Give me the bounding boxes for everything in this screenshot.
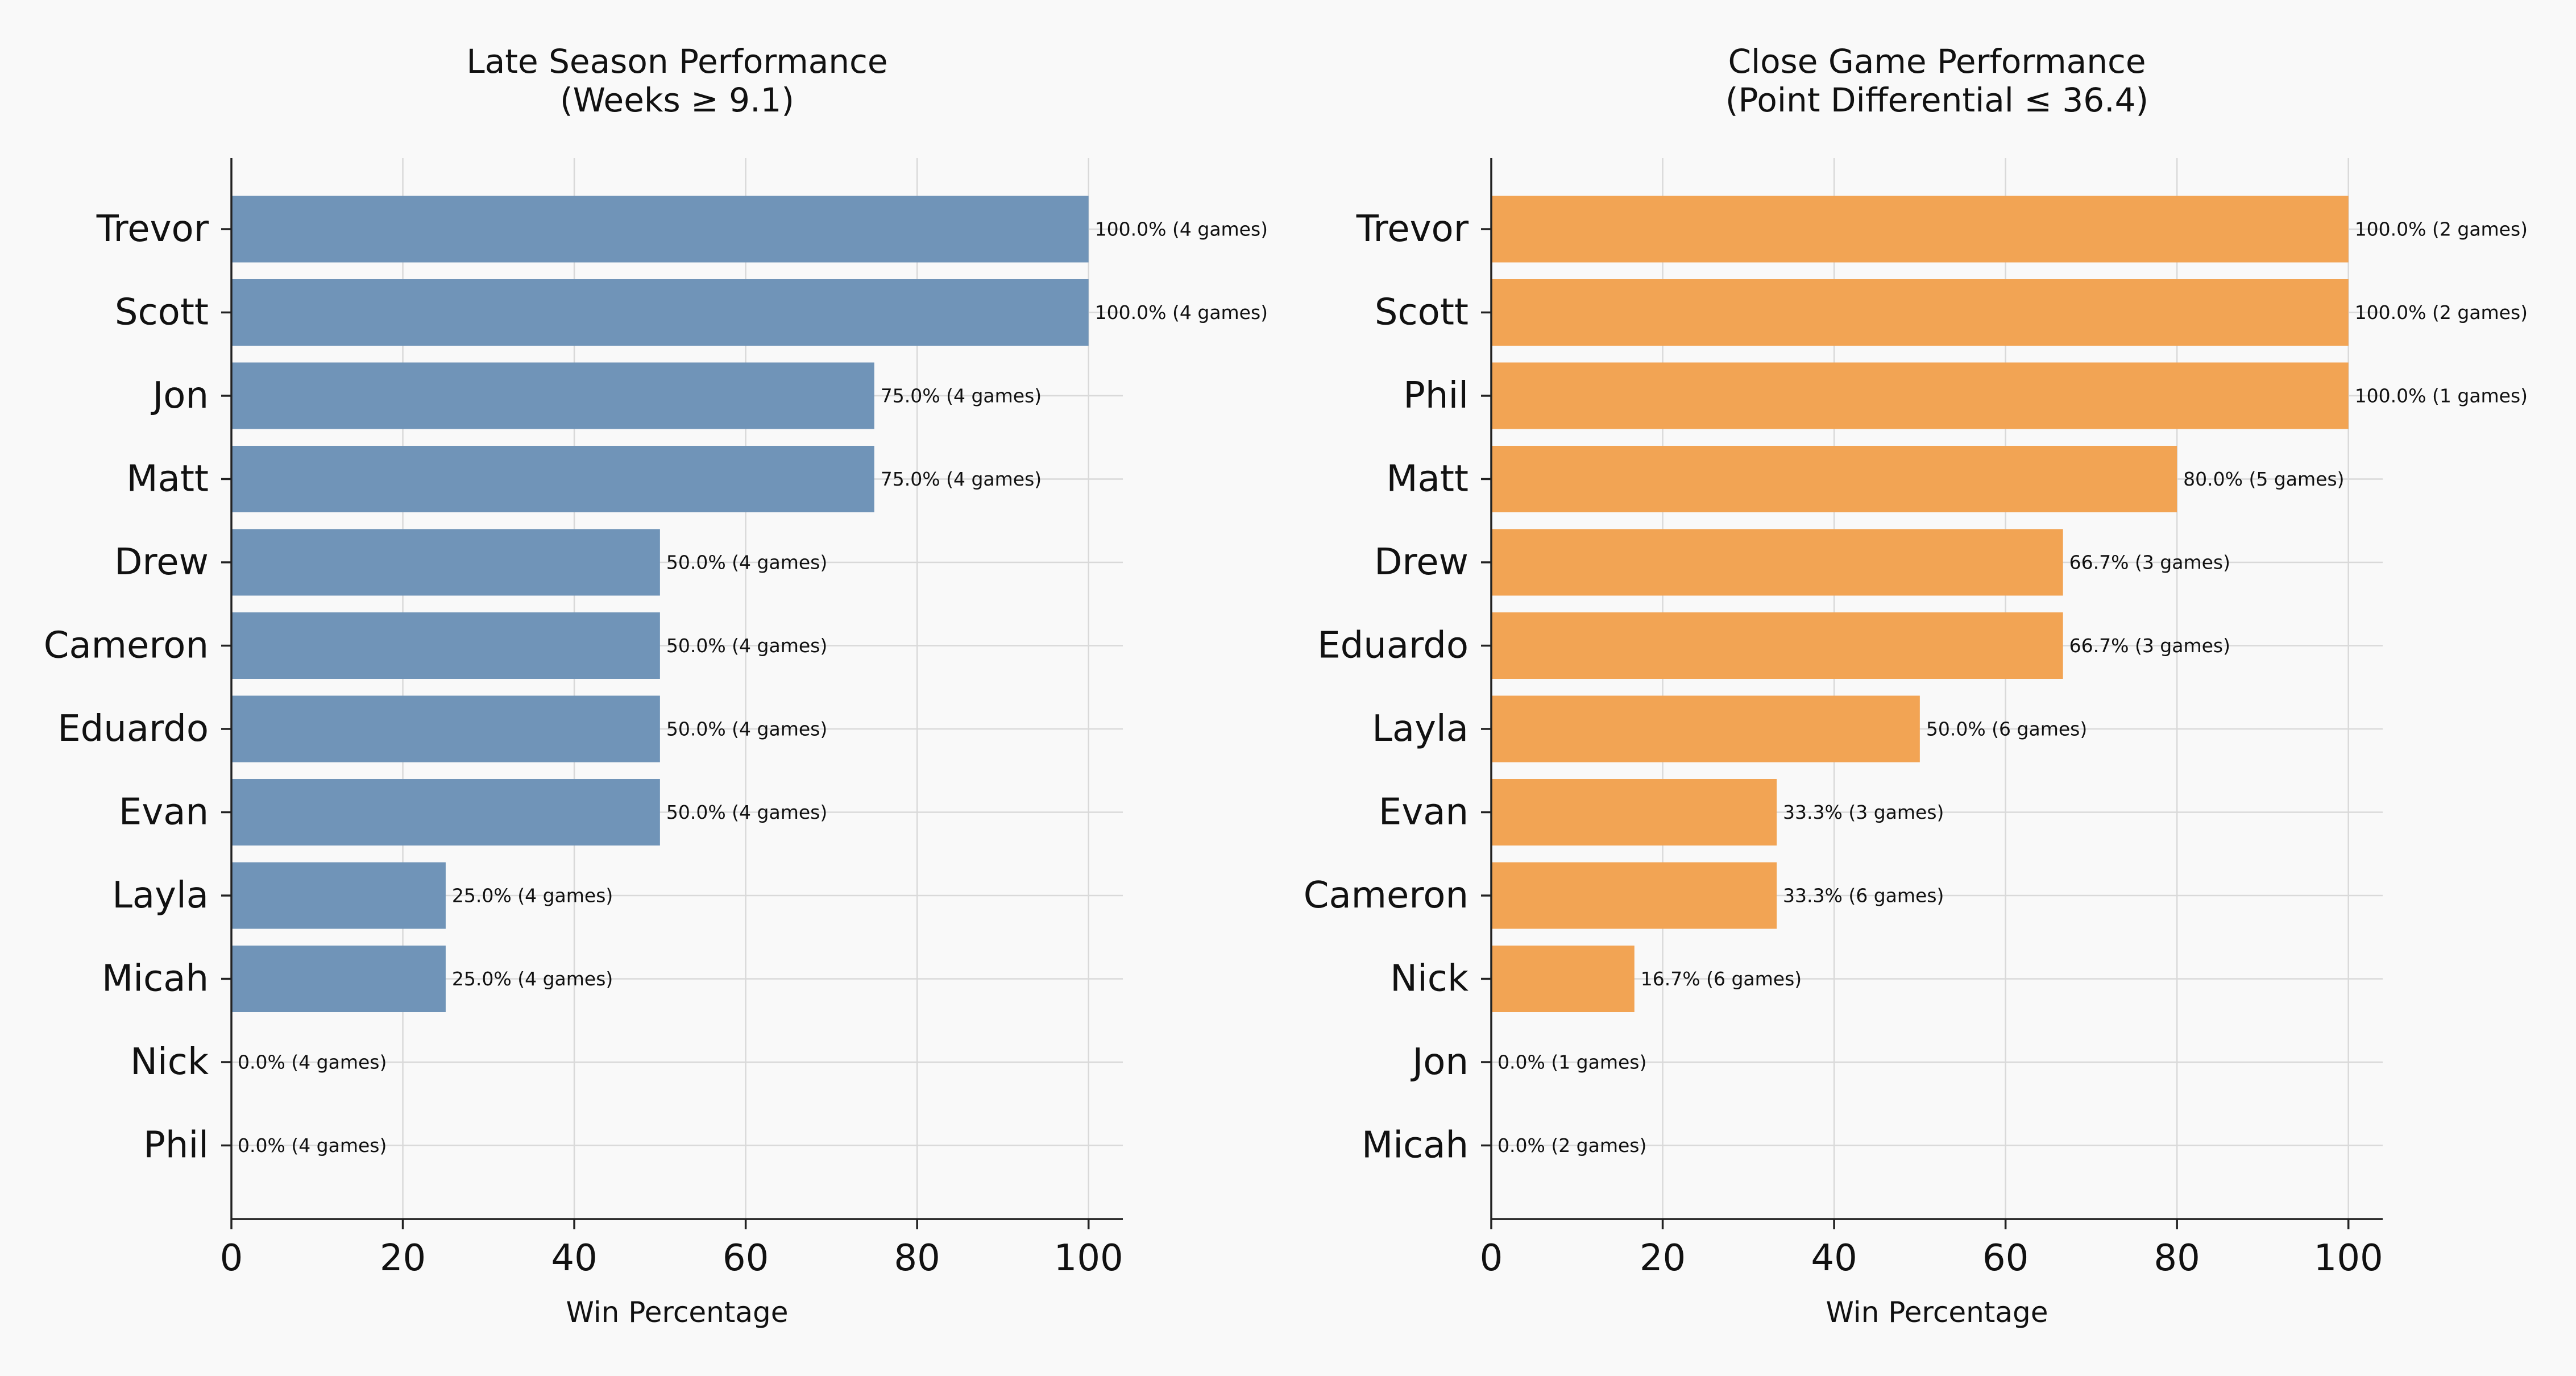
data-label: 0.0% (4 games) [238,1134,387,1157]
bar-evan [231,779,660,846]
data-label: 50.0% (4 games) [666,718,827,740]
y-tick-label: Nick [1390,958,1469,1000]
y-tick-label: Scott [115,292,209,334]
data-label: 66.7% (3 games) [2069,635,2230,657]
data-label: 0.0% (2 games) [1498,1134,1646,1157]
data-label: 50.0% (6 games) [1926,718,2087,740]
x-tick-label: 40 [551,1237,597,1279]
x-tick-label: 80 [894,1237,940,1279]
data-label: 33.3% (6 games) [1783,885,1944,907]
bar-layla [1491,695,1920,762]
y-tick-label: Matt [126,458,209,500]
x-tick-label: 100 [2314,1237,2383,1279]
y-tick-label: Eduardo [57,708,209,750]
data-label: 33.3% (3 games) [1783,801,1944,823]
y-tick-label: Scott [1375,292,1469,334]
bar-trevor [231,196,1089,263]
bar-matt [1491,446,2177,512]
y-tick-label: Eduardo [1317,625,1469,667]
bar-cameron [231,612,660,679]
bar-drew [1491,529,2063,596]
y-tick-label: Phil [143,1125,209,1167]
data-label: 0.0% (4 games) [238,1051,387,1074]
chart-title-line-2: (Point Differential ≤ 36.4) [1725,81,2148,119]
data-label: 100.0% (1 games) [2355,385,2528,407]
y-tick-label: Micah [1362,1125,1469,1167]
y-tick-label: Layla [1372,708,1469,750]
data-label: 100.0% (2 games) [2355,301,2528,324]
y-tick-label: Jon [150,375,209,417]
x-tick-label: 60 [1982,1237,2029,1279]
y-tick-label: Micah [102,958,209,1000]
data-label: 100.0% (4 games) [1095,301,1268,324]
bar-eduardo [231,695,660,762]
bar-layla [231,862,446,929]
y-tick-label: Matt [1386,458,1469,500]
y-tick-label: Nick [130,1041,209,1083]
data-label: 0.0% (1 games) [1498,1051,1646,1074]
x-tick-label: 100 [1054,1237,1123,1279]
x-axis-label: Win Percentage [566,1296,788,1329]
y-tick-label: Layla [112,874,209,917]
y-tick-label: Drew [114,541,209,583]
bar-micah [231,946,446,1012]
x-tick-label: 60 [723,1237,769,1279]
data-label: 16.7% (6 games) [1641,968,1802,990]
bar-jon [231,362,874,429]
data-label: 75.0% (4 games) [881,468,1042,490]
data-label: 100.0% (4 games) [1095,218,1268,241]
data-label: 100.0% (2 games) [2355,218,2528,241]
chart-panel-2: 100.0% (2 games) Trevor 100.0% (2 games) Sc… [1304,42,2528,1329]
data-label: 80.0% (5 games) [2183,468,2344,490]
data-label: 25.0% (4 games) [452,968,613,990]
y-tick-label: Trevor [96,208,209,250]
data-label: 50.0% (4 games) [666,635,827,657]
x-tick-label: 20 [380,1237,426,1279]
y-tick-label: Phil [1403,375,1469,417]
y-tick-label: Evan [1379,791,1469,834]
chart-title-line-1: Close Game Performance [1728,42,2146,81]
x-tick-label: 0 [220,1237,243,1279]
y-tick-label: Evan [119,791,209,834]
bar-evan [1491,779,1777,846]
data-label: 25.0% (4 games) [452,885,613,907]
x-tick-label: 40 [1811,1237,1857,1279]
bar-scott [1491,279,2349,346]
bar-matt [231,446,874,512]
x-axis-label: Win Percentage [1826,1296,2048,1329]
data-label: 66.7% (3 games) [2069,552,2230,574]
bar-drew [231,529,660,596]
chart-panel-1: 100.0% (4 games) Trevor 100.0% (4 games) Sc… [44,42,1268,1329]
chart-title-line-1: Late Season Performance [466,42,887,81]
bar-eduardo [1491,612,2063,679]
y-tick-label: Cameron [1304,874,1469,917]
x-tick-label: 20 [1640,1237,1686,1279]
data-label: 75.0% (4 games) [881,385,1042,407]
x-tick-label: 0 [1480,1237,1503,1279]
bar-trevor [1491,196,2349,263]
data-label: 50.0% (4 games) [666,552,827,574]
x-tick-label: 80 [2154,1237,2200,1279]
chart-title-line-2: (Weeks ≥ 9.1) [560,81,794,119]
y-tick-label: Jon [1410,1041,1469,1083]
data-label: 50.0% (4 games) [666,801,827,823]
y-tick-label: Trevor [1356,208,1469,250]
bar-phil [1491,362,2349,429]
bar-scott [231,279,1089,346]
y-tick-label: Drew [1374,541,1469,583]
bar-nick [1491,946,1635,1012]
bar-cameron [1491,862,1777,929]
y-tick-label: Cameron [44,625,209,667]
